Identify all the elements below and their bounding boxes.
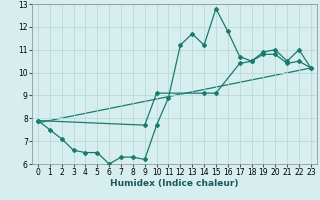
X-axis label: Humidex (Indice chaleur): Humidex (Indice chaleur): [110, 179, 239, 188]
